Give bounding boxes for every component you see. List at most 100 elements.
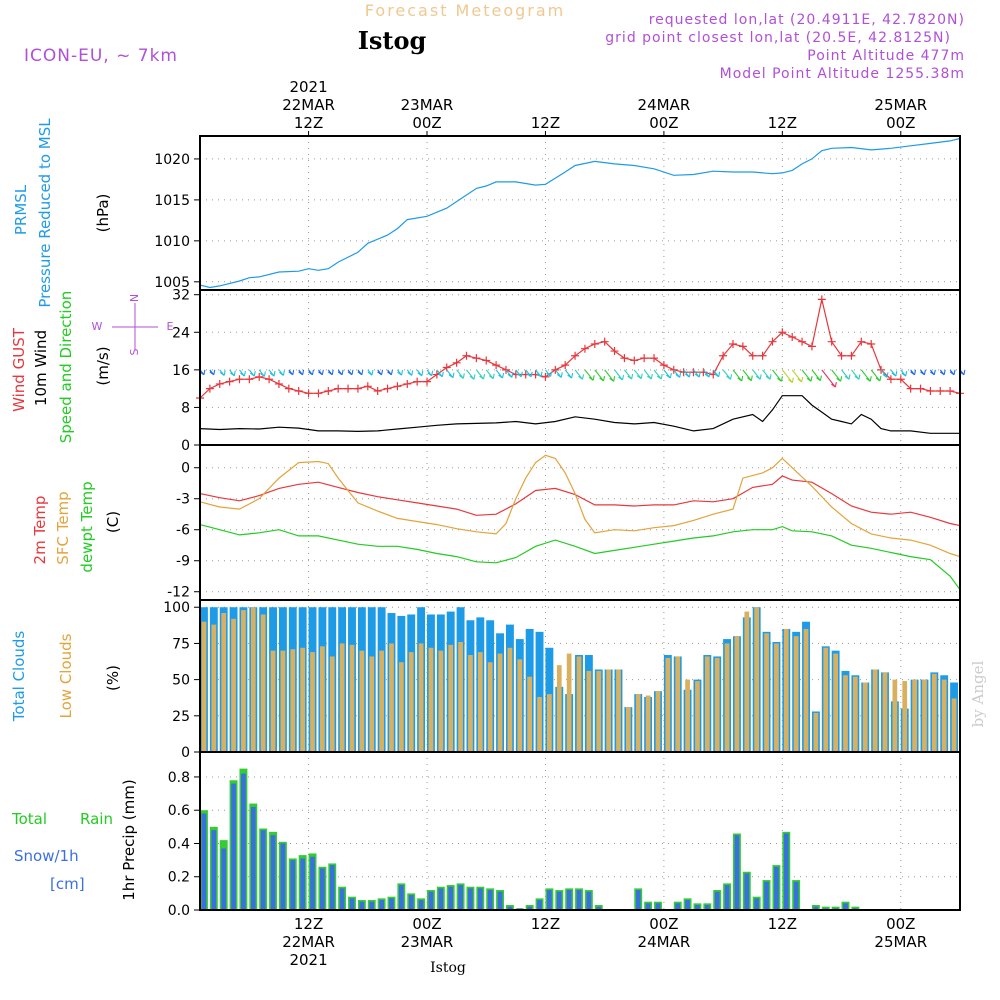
bar-low-clouds	[477, 652, 483, 752]
top-time-label: 00Z	[886, 114, 915, 132]
bar-snow-1h	[793, 881, 799, 910]
gust-marker	[205, 384, 214, 393]
wind-arrow	[318, 369, 324, 376]
bar-low-clouds	[556, 665, 562, 752]
bar-low-clouds	[754, 607, 760, 752]
bar-snow-1h	[428, 891, 434, 910]
series-line-wind-gust	[199, 299, 961, 399]
bar-snow-1h	[458, 885, 463, 910]
gust-marker	[788, 332, 797, 341]
bar-snow-1h	[507, 906, 513, 910]
bar-snow-1h	[754, 898, 760, 910]
wind-arrow	[594, 369, 606, 382]
wind-arrow	[545, 369, 553, 377]
footer-location: Istog	[430, 960, 466, 976]
gust-marker	[363, 382, 372, 391]
bar-low-clouds	[695, 681, 700, 752]
gust-marker	[284, 384, 293, 393]
bar-snow-1h	[300, 858, 306, 910]
top-time-label: 00Z	[412, 114, 441, 132]
top-time-label: 23MAR	[401, 96, 454, 114]
wind-arrow	[535, 369, 543, 378]
bar-snow-1h	[843, 903, 848, 910]
bar-snow-1h	[320, 868, 325, 910]
wind-arrow	[357, 369, 364, 376]
bar-snow-1h	[645, 903, 651, 910]
bar-low-clouds	[862, 682, 868, 752]
gust-label: Wind GUST	[10, 327, 28, 412]
bar-low-clouds	[655, 691, 661, 752]
gust-marker	[551, 365, 560, 374]
bar-low-clouds	[389, 643, 394, 752]
bar-snow-1h	[764, 881, 769, 910]
bar-snow-1h	[586, 891, 592, 910]
y-tick-label: -3	[176, 492, 190, 508]
bar-low-clouds	[527, 676, 533, 752]
bar-snow-1h	[408, 895, 414, 910]
bar-low-clouds	[398, 662, 404, 752]
bar-snow-1h	[448, 886, 454, 910]
y-tick-label: 0.8	[168, 770, 190, 786]
bar-low-clouds	[517, 659, 523, 752]
bar-snow-1h	[487, 890, 493, 910]
bar-snow-1h	[201, 813, 207, 910]
gust-marker	[620, 354, 629, 363]
series-line-sfc-temp	[199, 454, 961, 558]
bar-low-clouds	[547, 694, 552, 752]
wind-arrow	[337, 369, 344, 376]
bar-snow-1h	[250, 806, 256, 910]
bar-low-clouds	[270, 650, 276, 752]
top-time-label: 22MAR	[282, 96, 335, 114]
bar-snow-1h	[270, 835, 276, 910]
bar-snow-1h	[675, 903, 681, 910]
bar-low-clouds	[803, 628, 809, 752]
location-title: Istog	[358, 26, 427, 55]
compass-north: N	[128, 294, 141, 302]
bar-low-clouds	[280, 650, 286, 752]
gust-marker	[916, 384, 925, 393]
total-rain-label-1: Total	[11, 810, 47, 828]
gust-marker	[650, 354, 659, 363]
bar-snow-1h	[221, 848, 227, 910]
gust-marker	[235, 375, 244, 384]
bar-low-clouds	[458, 641, 463, 752]
bar-snow-1h	[349, 898, 355, 910]
wind-arrow	[614, 369, 625, 381]
bar-snow-1h	[744, 873, 750, 910]
bar-low-clouds	[221, 613, 227, 752]
wind-arrow	[515, 369, 523, 378]
bar-total-clouds	[535, 631, 544, 752]
panel-precipitation: 0.0 0.2 0.4 0.6 0.8	[168, 751, 961, 919]
gust-marker	[294, 386, 303, 395]
chart-title: Forecast Meteogram	[365, 1, 565, 20]
bottom-time-label: 00Z	[412, 915, 441, 933]
wind-arrow	[791, 369, 804, 383]
bar-low-clouds	[537, 696, 542, 752]
bar-low-clouds	[468, 655, 473, 752]
bar-snow-1h	[369, 901, 375, 910]
wind-arrow	[949, 369, 956, 376]
gust-marker	[334, 384, 343, 393]
y-tick-label: -6	[176, 523, 190, 539]
compass-west: W	[92, 320, 103, 333]
bar-low-clouds	[635, 694, 641, 752]
bar-low-clouds	[685, 679, 690, 752]
bar-low-clouds	[586, 670, 592, 752]
bar-low-clouds	[487, 662, 493, 752]
wind-arrow	[821, 369, 837, 388]
bar-snow-1h	[556, 891, 562, 910]
gust-marker	[758, 351, 767, 360]
bar-low-clouds	[951, 698, 957, 752]
bar-low-clouds	[734, 636, 740, 752]
panel-pressure: 1005 1010 1015 1020	[154, 135, 961, 291]
sfc-temp-label: SFC Temp	[54, 491, 72, 564]
gust-marker	[590, 340, 599, 349]
wind-arrow	[229, 369, 236, 377]
gust-marker	[561, 361, 570, 370]
y-tick-label: 0.4	[168, 836, 190, 852]
series-line-2m-temp	[199, 475, 961, 527]
gust-marker	[501, 365, 510, 374]
wind-speed-direction-label: Speed and Direction	[57, 291, 75, 444]
